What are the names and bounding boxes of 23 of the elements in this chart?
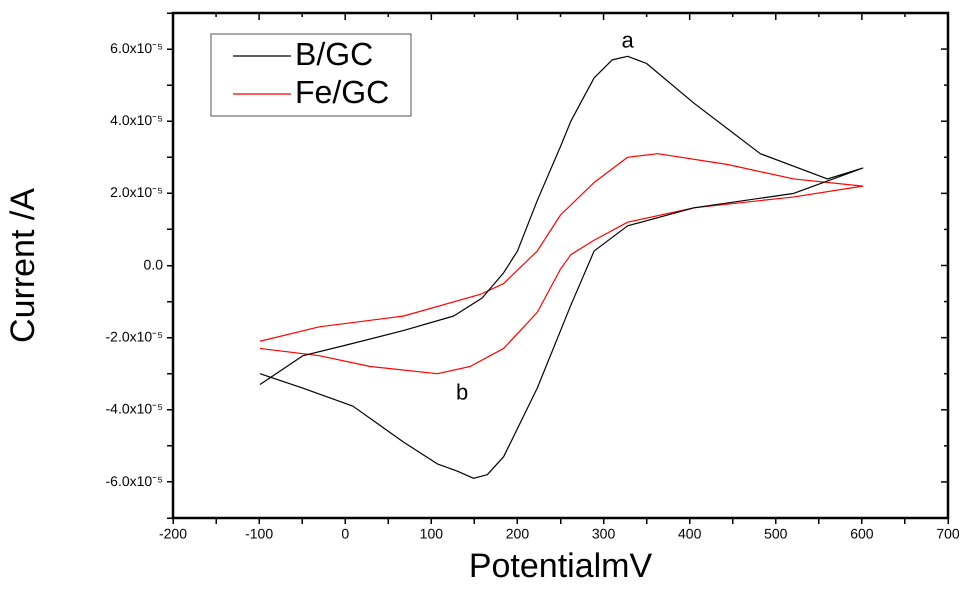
legend-label: Fe/GC: [295, 74, 390, 110]
x-tick-label: 700: [936, 525, 960, 542]
x-tick-label: 400: [678, 525, 702, 542]
annotation: a: [622, 27, 635, 52]
y-axis-title: Current /A: [4, 188, 42, 343]
y-tick-label: 0.0: [144, 256, 164, 272]
x-tick-label: 500: [764, 525, 788, 542]
x-axis-title: PotentialmV: [468, 546, 652, 585]
y-tick-label: 6.0x10⁻⁵: [110, 40, 163, 56]
x-tick-label: -200: [158, 525, 188, 542]
y-tick-label: 2.0x10⁻⁵: [110, 184, 163, 200]
x-tick-label: 300: [592, 525, 616, 542]
y-tick-label: -6.0x10⁻⁵: [106, 472, 163, 489]
x-tick-label: 0: [341, 525, 350, 542]
x-tick-label: 200: [506, 525, 530, 542]
y-tick-label: -4.0x10⁻⁵: [106, 400, 163, 417]
x-tick-label: 100: [420, 525, 444, 542]
y-tick-label: 4.0x10⁻⁵: [110, 112, 163, 128]
annotation: b: [456, 380, 468, 405]
x-tick-label: 600: [850, 525, 874, 542]
y-tick-label: -2.0x10⁻⁵: [106, 328, 163, 344]
legend-label: B/GC: [295, 36, 374, 72]
x-tick-label: -100: [245, 525, 274, 542]
